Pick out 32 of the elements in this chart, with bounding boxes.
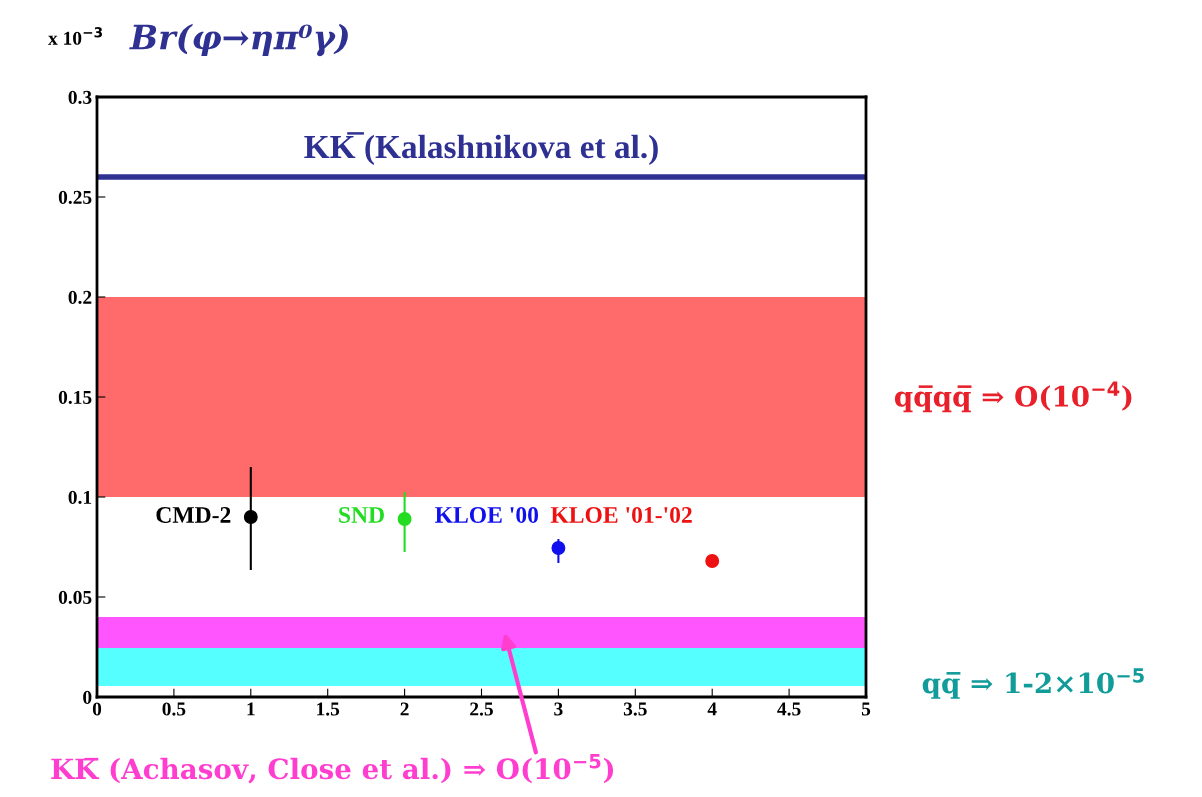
text: x 10$^{−3}$ xyxy=(48,27,103,45)
y-tick-label: 0.2 xyxy=(68,290,92,305)
point xyxy=(705,554,720,568)
band-label: qq̅ ⇒ 1-2×10$^{−5}$ xyxy=(922,668,1144,699)
x-tick-label: 5 xyxy=(861,702,871,716)
y-tick-label: 0.15 xyxy=(58,390,92,405)
x-tick-label: 0 xyxy=(92,702,102,716)
x-tick-label: 2.5 xyxy=(470,702,493,716)
x-tick-label: 1 xyxy=(247,702,255,716)
series-label: CMD-2 xyxy=(156,507,231,523)
point xyxy=(397,512,412,526)
band-label: qq̅qq̅ ⇒ O(10$^{−4}$) xyxy=(894,381,1132,413)
chart-title: Br(φ→ηπ⁰γ) xyxy=(129,23,348,57)
series-label: KLOE '01-'02 xyxy=(550,506,692,523)
band-label: KK̅ (Achasov, Close et al.) ⇒ O(10$^{−5}$) xyxy=(51,754,614,784)
x-tick-label: 1.5 xyxy=(317,702,340,716)
x-tick-label: 4.5 xyxy=(777,702,801,716)
x-tick-label: 0.5 xyxy=(162,702,186,716)
point xyxy=(243,510,258,524)
x-tick-label: 2 xyxy=(400,702,409,716)
y-tick-label: 0.25 xyxy=(58,190,92,205)
x-tick-label: 3 xyxy=(554,702,563,716)
x-tick-label: 3.5 xyxy=(623,702,647,716)
ref-line-label: KK̅ (Kalashnikova et al.) xyxy=(304,132,658,165)
series-label: SND xyxy=(339,507,384,523)
y-tick-label: 0.05 xyxy=(58,590,92,605)
y-tick-label: 0.3 xyxy=(68,90,92,105)
y-tick-label: 0 xyxy=(83,690,92,704)
x-tick-label: 4 xyxy=(707,702,717,716)
series-label: KLOE '00 xyxy=(435,506,539,523)
y-tick-label: 0.1 xyxy=(68,490,92,505)
point xyxy=(551,541,566,555)
